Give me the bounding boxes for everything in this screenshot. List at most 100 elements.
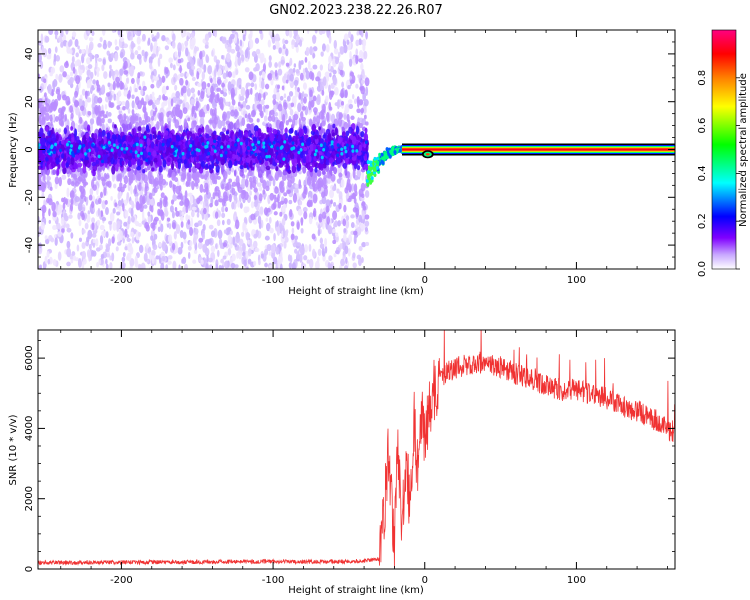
noise-speck xyxy=(185,79,189,86)
noise-speck xyxy=(74,196,80,203)
noise-speck xyxy=(191,210,195,218)
noise-speck xyxy=(225,52,231,63)
noise-speck xyxy=(246,266,249,269)
noise-speck xyxy=(282,38,286,45)
noise-speck xyxy=(263,57,267,65)
noise-speck xyxy=(298,117,302,127)
noise-speck xyxy=(185,47,189,57)
noise-speck xyxy=(196,212,200,218)
noise-speck xyxy=(321,89,325,96)
noise-speck xyxy=(290,221,295,227)
noise-speck xyxy=(224,78,228,84)
noise-speck xyxy=(270,78,274,86)
noise-speck xyxy=(161,241,167,252)
noise-speck xyxy=(275,226,280,232)
noise-speck xyxy=(297,208,303,216)
noise-speck xyxy=(259,206,264,215)
noise-speck xyxy=(283,240,287,249)
noise-speck xyxy=(361,210,365,220)
noise-speck xyxy=(54,176,60,185)
noise-speck xyxy=(333,86,339,96)
noise-speck xyxy=(55,222,61,231)
noise-speck xyxy=(178,264,181,269)
noise-speck xyxy=(107,82,111,87)
noise-speck xyxy=(268,216,272,224)
noise-speck xyxy=(257,166,262,172)
noise-speck xyxy=(210,85,214,95)
noise-speck xyxy=(303,93,308,98)
noise-speck xyxy=(114,202,118,207)
noise-speck xyxy=(92,184,97,191)
noise-speck xyxy=(79,116,83,124)
noise-speck xyxy=(342,233,347,242)
noise-speck xyxy=(256,104,261,110)
noise-speck xyxy=(130,207,134,218)
noise-speck xyxy=(180,87,184,97)
noise-speck xyxy=(65,223,70,229)
noise-speck xyxy=(150,83,155,89)
noise-speck xyxy=(302,206,308,213)
noise-speck xyxy=(89,118,95,125)
noise-speck xyxy=(324,245,328,254)
noise-speck xyxy=(355,83,359,89)
noise-speck xyxy=(167,255,173,260)
noise-speck xyxy=(44,235,48,240)
noise-speck xyxy=(160,262,165,269)
noise-speck xyxy=(253,240,258,249)
noise-speck xyxy=(105,231,109,238)
noise-speck xyxy=(203,63,207,73)
noise-speck xyxy=(134,50,139,56)
noise-speck xyxy=(236,51,241,58)
noise-speck xyxy=(169,180,173,188)
noise-speck xyxy=(66,240,71,249)
band-speck xyxy=(63,127,67,135)
noise-speck xyxy=(227,247,232,256)
noise-speck xyxy=(191,65,196,70)
noise-speck xyxy=(117,30,121,36)
noise-speck xyxy=(111,236,115,244)
noise-speck xyxy=(190,59,195,68)
noise-speck xyxy=(338,191,343,200)
noise-speck xyxy=(221,183,225,190)
noise-speck xyxy=(238,84,242,90)
noise-speck xyxy=(326,215,331,225)
noise-speck xyxy=(161,101,165,109)
noise-speck xyxy=(85,44,89,55)
noise-speck xyxy=(57,231,62,238)
noise-speck xyxy=(351,183,355,192)
noise-speck xyxy=(148,192,153,200)
noise-speck xyxy=(202,207,207,215)
noise-speck xyxy=(82,257,87,265)
noise-speck xyxy=(39,264,42,269)
noise-speck xyxy=(283,102,288,110)
noise-speck xyxy=(44,255,48,265)
noise-speck xyxy=(69,105,74,113)
noise-speck xyxy=(340,258,346,267)
noise-speck xyxy=(199,50,203,60)
spectrogram-heatmap xyxy=(38,30,675,269)
noise-speck xyxy=(364,121,369,126)
noise-speck xyxy=(308,216,313,225)
noise-speck xyxy=(208,224,214,230)
noise-speck xyxy=(86,79,90,89)
noise-speck xyxy=(47,83,52,94)
noise-speck xyxy=(72,66,76,74)
noise-speck xyxy=(279,121,284,131)
noise-speck xyxy=(272,178,276,187)
noise-speck xyxy=(197,82,202,88)
noise-speck xyxy=(360,85,366,95)
noise-speck xyxy=(361,201,366,207)
noise-speck xyxy=(339,264,343,269)
noise-speck xyxy=(305,70,310,80)
noise-speck xyxy=(111,252,115,262)
noise-speck xyxy=(174,207,178,212)
band-speck xyxy=(225,130,229,135)
noise-speck xyxy=(186,87,191,97)
noise-speck xyxy=(296,242,302,247)
noise-speck xyxy=(70,232,74,239)
noise-speck xyxy=(184,119,188,128)
noise-speck xyxy=(199,108,204,118)
noise-speck xyxy=(116,220,121,229)
noise-speck xyxy=(229,33,235,40)
